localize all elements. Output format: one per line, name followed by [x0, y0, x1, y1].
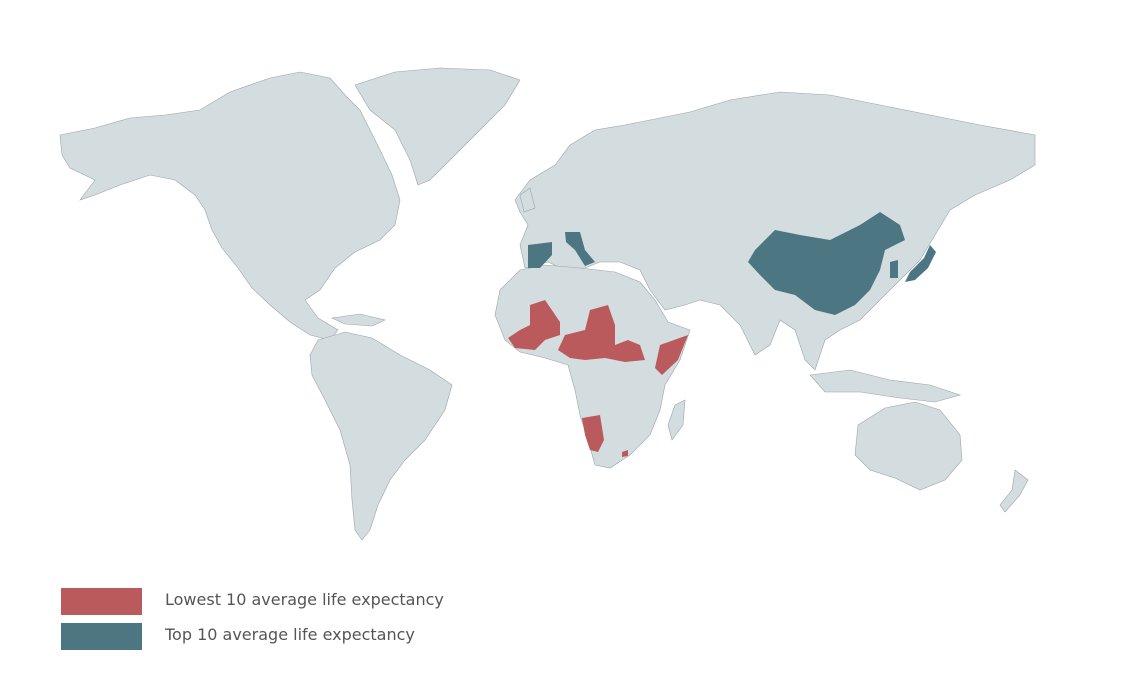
united-kingdom [519, 187, 536, 213]
region-spain-top [528, 242, 552, 268]
region-korea-top [890, 260, 898, 278]
caribbean [330, 313, 386, 327]
region-central-africa-low [558, 305, 645, 362]
australia [854, 401, 963, 491]
legend-swatch-lowest [61, 588, 142, 615]
region-italy-top [565, 232, 595, 266]
new-zealand [999, 469, 1029, 513]
region-west-africa-low [508, 300, 560, 350]
south-america [309, 331, 453, 541]
region-southern-africa-low [582, 415, 604, 452]
region-japan-top [905, 245, 936, 282]
legend-swatch-top [61, 623, 142, 650]
lowest-life-expectancy-regions [508, 300, 688, 457]
region-horn-of-africa-low [655, 335, 688, 375]
north-america [59, 71, 401, 341]
southeast-asia-islands [809, 369, 962, 403]
region-small-southern-africa-low [622, 450, 628, 457]
greenland [354, 67, 521, 186]
madagascar [667, 399, 686, 441]
top-life-expectancy-regions [528, 212, 936, 315]
legend-label-lowest: Lowest 10 average life expectancy [165, 590, 444, 609]
legend-label-top: Top 10 average life expectancy [165, 625, 415, 644]
region-china-top [748, 212, 905, 315]
